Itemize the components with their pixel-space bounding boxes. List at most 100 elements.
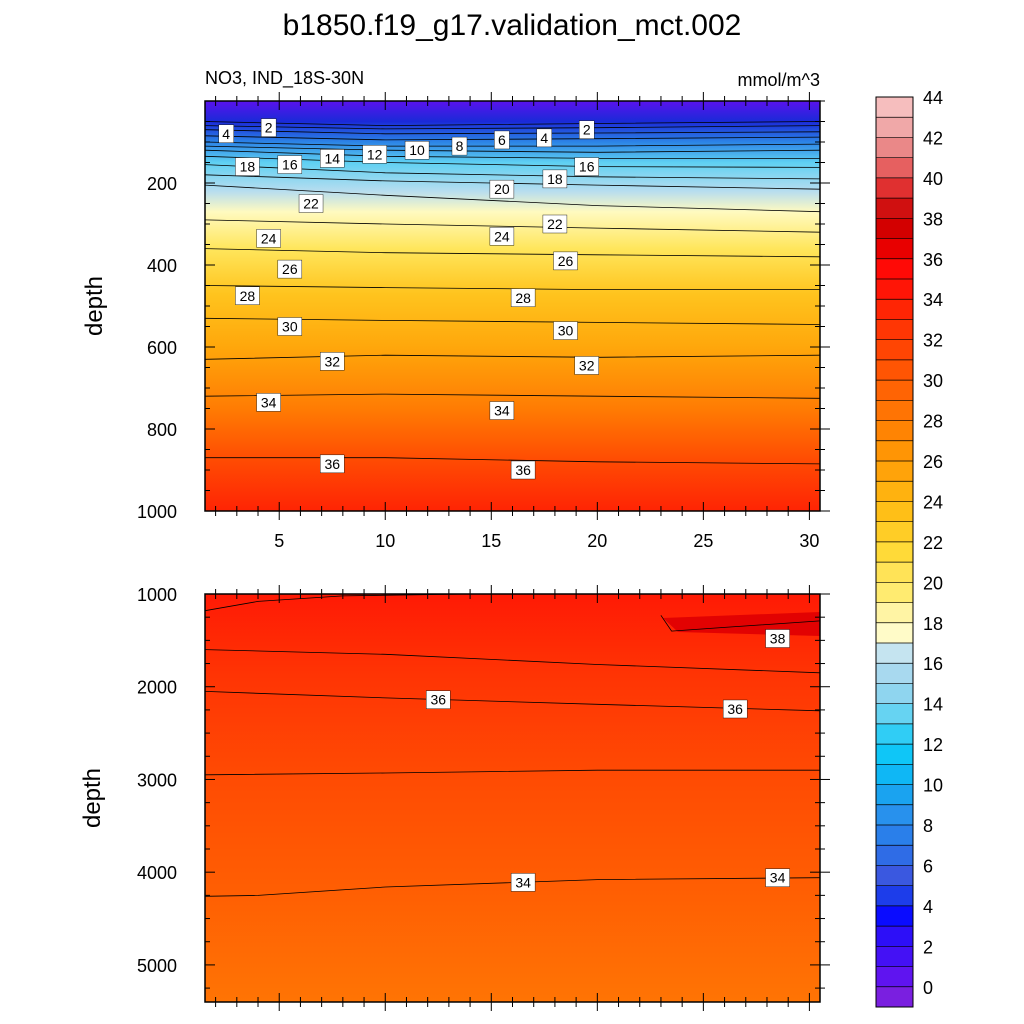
- lower-contour-labels: 38 36 36 34 34: [426, 629, 790, 892]
- x-tick-label: 10: [375, 531, 395, 551]
- colorbar-swatch: [876, 137, 913, 158]
- figure-title: b1850.f19_g17.validation_mct.002: [283, 9, 742, 42]
- svg-text:36: 36: [727, 701, 743, 717]
- colorbar-tick-label: 18: [923, 614, 943, 634]
- upper-contour-label: 34: [489, 401, 515, 420]
- upper-contour-line-4: [205, 141, 820, 147]
- colorbar-tick-label: 32: [923, 331, 943, 351]
- y-tick-label: 400: [147, 256, 177, 276]
- upper-contour-line-6: [205, 149, 820, 159]
- colorbar-tick-label: 2: [923, 937, 933, 957]
- colorbar-tick-label: 28: [923, 412, 943, 432]
- colorbar-tick-label: 38: [923, 209, 943, 229]
- upper-contour-label: 14: [320, 149, 345, 168]
- lower-y-axis-label: depth: [79, 768, 106, 828]
- colorbar-swatch: [876, 97, 913, 118]
- x-tick-label: 20: [587, 531, 607, 551]
- subtitle-units: mmol/m^3: [738, 70, 820, 90]
- svg-text:22: 22: [547, 216, 563, 232]
- svg-text:14: 14: [324, 150, 340, 166]
- colorbar-swatch: [876, 885, 913, 907]
- svg-text:2: 2: [583, 122, 591, 138]
- colorbar-swatch: [876, 683, 913, 704]
- svg-text:20: 20: [494, 181, 510, 197]
- svg-text:12: 12: [367, 146, 383, 162]
- colorbar-tick-label: 40: [923, 169, 943, 189]
- colorbar-swatch: [876, 643, 913, 664]
- colorbar-swatch: [876, 461, 913, 482]
- svg-text:2: 2: [265, 120, 273, 136]
- upper-contour-label: 36: [510, 460, 536, 480]
- colorbar-swatch: [876, 663, 913, 684]
- lower-y-axis: 1000 2000 3000 4000 5000: [137, 585, 830, 989]
- lower-contour-label: 34: [765, 868, 790, 887]
- svg-text:34: 34: [494, 403, 510, 419]
- colorbar-tick-label: 0: [923, 978, 933, 998]
- colorbar-swatch: [876, 238, 913, 260]
- svg-text:16: 16: [579, 159, 595, 175]
- colorbar-tick-label: 24: [923, 492, 943, 512]
- upper-contour-line-10: [205, 184, 820, 213]
- upper-contour-label: 12: [362, 145, 387, 164]
- lower-contour-line-4: [205, 769, 820, 776]
- y-tick-label: 1000: [137, 502, 177, 522]
- colorbar-swatch: [876, 541, 913, 563]
- x-tick-label: 5: [274, 531, 284, 551]
- colorbar-swatch: [876, 744, 913, 765]
- x-tick-label: 25: [693, 531, 713, 551]
- upper-x-axis: 5 10 15 20 25 30: [215, 92, 819, 551]
- lower-panel: 38 36 36 34 34 1000 2000 3000 4000 5000 depth: [79, 585, 830, 1011]
- lower-contour-line-3: [205, 691, 820, 712]
- colorbar-tick-label: 16: [923, 654, 943, 674]
- colorbar-swatch: [876, 299, 913, 320]
- svg-text:18: 18: [240, 159, 256, 175]
- colorbar-swatch: [876, 400, 913, 421]
- upper-y-axis-label: depth: [81, 276, 108, 336]
- colorbar-swatch: [876, 157, 913, 179]
- colorbar-swatch: [876, 602, 913, 624]
- upper-contour-label: 30: [553, 321, 578, 340]
- upper-contour-label: 30: [277, 317, 303, 336]
- colorbar-tick-label: 30: [923, 371, 943, 391]
- upper-contour-label: 20: [489, 179, 515, 199]
- svg-text:32: 32: [324, 353, 340, 369]
- colorbar-swatch: [876, 582, 913, 603]
- colorbar-swatch: [876, 339, 913, 361]
- y-tick-label: 600: [147, 338, 177, 358]
- upper-contour-label: 26: [553, 251, 578, 271]
- colorbar-swatch: [876, 966, 913, 988]
- upper-contour-label: 36: [320, 454, 345, 474]
- svg-text:34: 34: [515, 874, 531, 890]
- upper-contour-label: 8: [451, 136, 468, 156]
- upper-contour-label: 2: [579, 120, 595, 139]
- colorbar-tick-label: 6: [923, 856, 933, 876]
- colorbar-tick-label: 20: [923, 573, 943, 593]
- upper-contour-label: 32: [574, 356, 599, 375]
- colorbar-swatch: [876, 764, 913, 785]
- colorbar: 0246810121416182022242628303234363840424…: [875, 88, 943, 1008]
- colorbar-swatch: [876, 440, 913, 462]
- colorbar-swatch: [876, 481, 913, 502]
- y-tick-label: 4000: [137, 863, 177, 883]
- colorbar-tick-label: 12: [923, 735, 943, 755]
- colorbar-swatch: [876, 622, 913, 644]
- colorbar-swatch: [876, 926, 913, 947]
- svg-text:16: 16: [282, 157, 298, 173]
- upper-contour-line-16: [205, 393, 820, 399]
- svg-text:36: 36: [515, 462, 531, 478]
- svg-text:28: 28: [240, 288, 256, 304]
- colorbar-tick-label: 34: [923, 290, 943, 310]
- upper-contour-label: 26: [277, 259, 303, 279]
- colorbar-swatch: [876, 319, 913, 340]
- colorbar-swatch: [876, 562, 913, 583]
- svg-text:36: 36: [430, 692, 446, 708]
- colorbar-swatch: [876, 359, 913, 381]
- x-tick-label: 15: [481, 531, 501, 551]
- colorbar-swatch: [876, 198, 913, 219]
- upper-contour-label: 6: [494, 130, 510, 150]
- upper-contour-label: 24: [256, 229, 281, 248]
- upper-contour-line-0: [205, 121, 820, 127]
- colorbar-swatch: [876, 218, 913, 239]
- svg-text:4: 4: [222, 126, 230, 142]
